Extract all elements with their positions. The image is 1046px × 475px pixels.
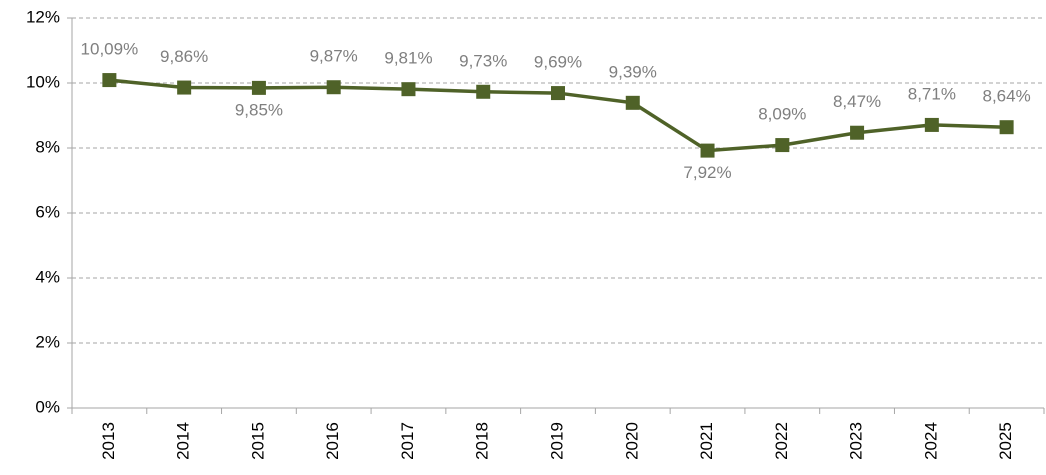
y-tick-label: 6% (35, 202, 60, 221)
marker (775, 138, 790, 153)
x-tick-label: 2024 (921, 422, 940, 460)
x-tick-label: 2025 (996, 422, 1015, 460)
data-label: 9,73% (459, 51, 507, 70)
data-label: 9,86% (160, 47, 208, 66)
x-tick-label: 2020 (622, 422, 641, 460)
marker (102, 73, 117, 88)
y-tick-label: 0% (35, 397, 60, 416)
x-tick-label: 2019 (547, 422, 566, 460)
x-tick-label: 2016 (323, 422, 342, 460)
marker (401, 82, 416, 97)
data-label: 9,87% (310, 47, 358, 66)
x-tick-label: 2017 (398, 422, 417, 460)
data-label: 9,85% (235, 100, 283, 119)
data-label: 9,39% (609, 62, 657, 81)
data-label: 10,09% (81, 40, 139, 59)
marker (850, 125, 865, 140)
marker (177, 80, 192, 95)
data-label: 8,09% (758, 105, 806, 124)
y-tick-label: 8% (35, 137, 60, 156)
marker (551, 86, 565, 101)
marker (999, 120, 1014, 135)
marker (625, 95, 640, 110)
marker (924, 117, 939, 132)
x-tick-label: 2022 (772, 422, 791, 460)
x-tick-label: 2014 (174, 422, 193, 460)
data-label: 9,69% (534, 53, 582, 72)
marker (476, 84, 491, 99)
x-tick-label: 2018 (473, 422, 492, 460)
y-tick-label: 2% (35, 332, 60, 351)
data-label: 8,64% (983, 87, 1031, 106)
x-tick-label: 2013 (99, 422, 118, 460)
data-label: 9,81% (384, 49, 432, 68)
data-label: 8,47% (833, 92, 881, 111)
data-label: 7,92% (683, 163, 731, 182)
y-tick-label: 10% (26, 72, 60, 91)
marker (251, 80, 266, 95)
x-tick-label: 2021 (697, 422, 716, 460)
marker (326, 80, 341, 95)
y-tick-label: 12% (26, 7, 60, 26)
y-tick-label: 4% (35, 267, 60, 286)
marker (700, 143, 715, 158)
x-tick-label: 2023 (847, 422, 866, 460)
data-label: 8,71% (908, 84, 956, 103)
x-tick-label: 2015 (248, 422, 267, 460)
